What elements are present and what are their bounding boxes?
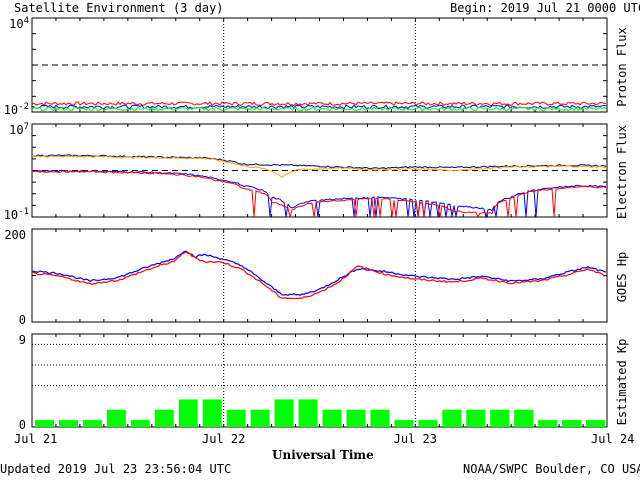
x-tick-label: Jul 21 (14, 432, 57, 446)
electron-series-red (31, 170, 607, 218)
kp-bar (586, 420, 605, 427)
kp-bar (154, 409, 174, 427)
goes-hp-label: GOES Hp (615, 251, 629, 303)
source-credit: NOAA/SWPC Boulder, CO USA (463, 462, 640, 476)
kp-bar (394, 420, 414, 427)
y-tick-label: 10-2 (4, 102, 29, 117)
panel-frame (31, 17, 608, 113)
y-tick-label: 107 (9, 122, 29, 137)
estimated-kp-label: Estimated Kp (615, 338, 629, 426)
kp-bar (490, 409, 510, 427)
kp-bar (106, 409, 126, 427)
kp-bar (418, 420, 438, 427)
kp-bar (562, 420, 582, 427)
kp-bar (346, 409, 366, 427)
panel-frame (31, 228, 608, 323)
kp-bar (442, 409, 462, 427)
y-tick-label: 0 (19, 313, 26, 327)
proton-flux-label: Proton Flux (615, 27, 629, 107)
kp-bar (226, 409, 246, 427)
y-tick-label: 10-1 (4, 207, 29, 222)
begin-time: Begin: 2019 Jul 21 0000 UTC (450, 1, 640, 15)
kp-bar (250, 409, 270, 427)
x-tick-label: Jul 22 (202, 432, 245, 446)
updated-timestamp: Updated 2019 Jul 23 23:56:04 UTC (0, 462, 232, 476)
proton-flux-panel: 104 10-2 (4, 16, 608, 117)
kp-bar (202, 399, 222, 427)
kp-bar (322, 409, 342, 427)
y-tick-label: 104 (9, 16, 29, 31)
kp-bar (82, 420, 102, 427)
kp-bar (514, 409, 534, 427)
hp-series-blue (31, 250, 607, 296)
y-tick-label: 0 (19, 418, 26, 432)
proton-series-red (31, 101, 606, 107)
kp-bar (130, 420, 150, 427)
x-axis-label: Universal Time (272, 448, 374, 462)
y-tick-label: 9 (19, 333, 26, 347)
kp-bar (35, 420, 54, 427)
x-tick-label: Jul 24 (591, 432, 634, 446)
x-axis-ticks: Jul 21 Jul 22 Jul 23 Jul 24 (14, 432, 634, 446)
kp-bar (58, 420, 78, 427)
estimated-kp-panel: 90 (19, 333, 608, 432)
kp-bar (274, 399, 294, 427)
chart-title: Satellite Environment (3 day) (14, 1, 224, 15)
hp-series-red (31, 251, 607, 300)
x-tick-label: Jul 23 (394, 432, 437, 446)
kp-bar (370, 409, 390, 427)
y-tick-label: 200 (4, 228, 26, 242)
proton-series-green (31, 106, 607, 112)
kp-bar (466, 409, 486, 427)
electron-series-orange (31, 155, 607, 178)
kp-bar (298, 399, 318, 427)
kp-bar (178, 399, 198, 427)
electron-series-blue (31, 169, 607, 219)
electron-flux-panel: 107 10-1 (4, 122, 608, 222)
kp-bar (538, 420, 558, 427)
electron-flux-label: Electron Flux (615, 125, 629, 219)
